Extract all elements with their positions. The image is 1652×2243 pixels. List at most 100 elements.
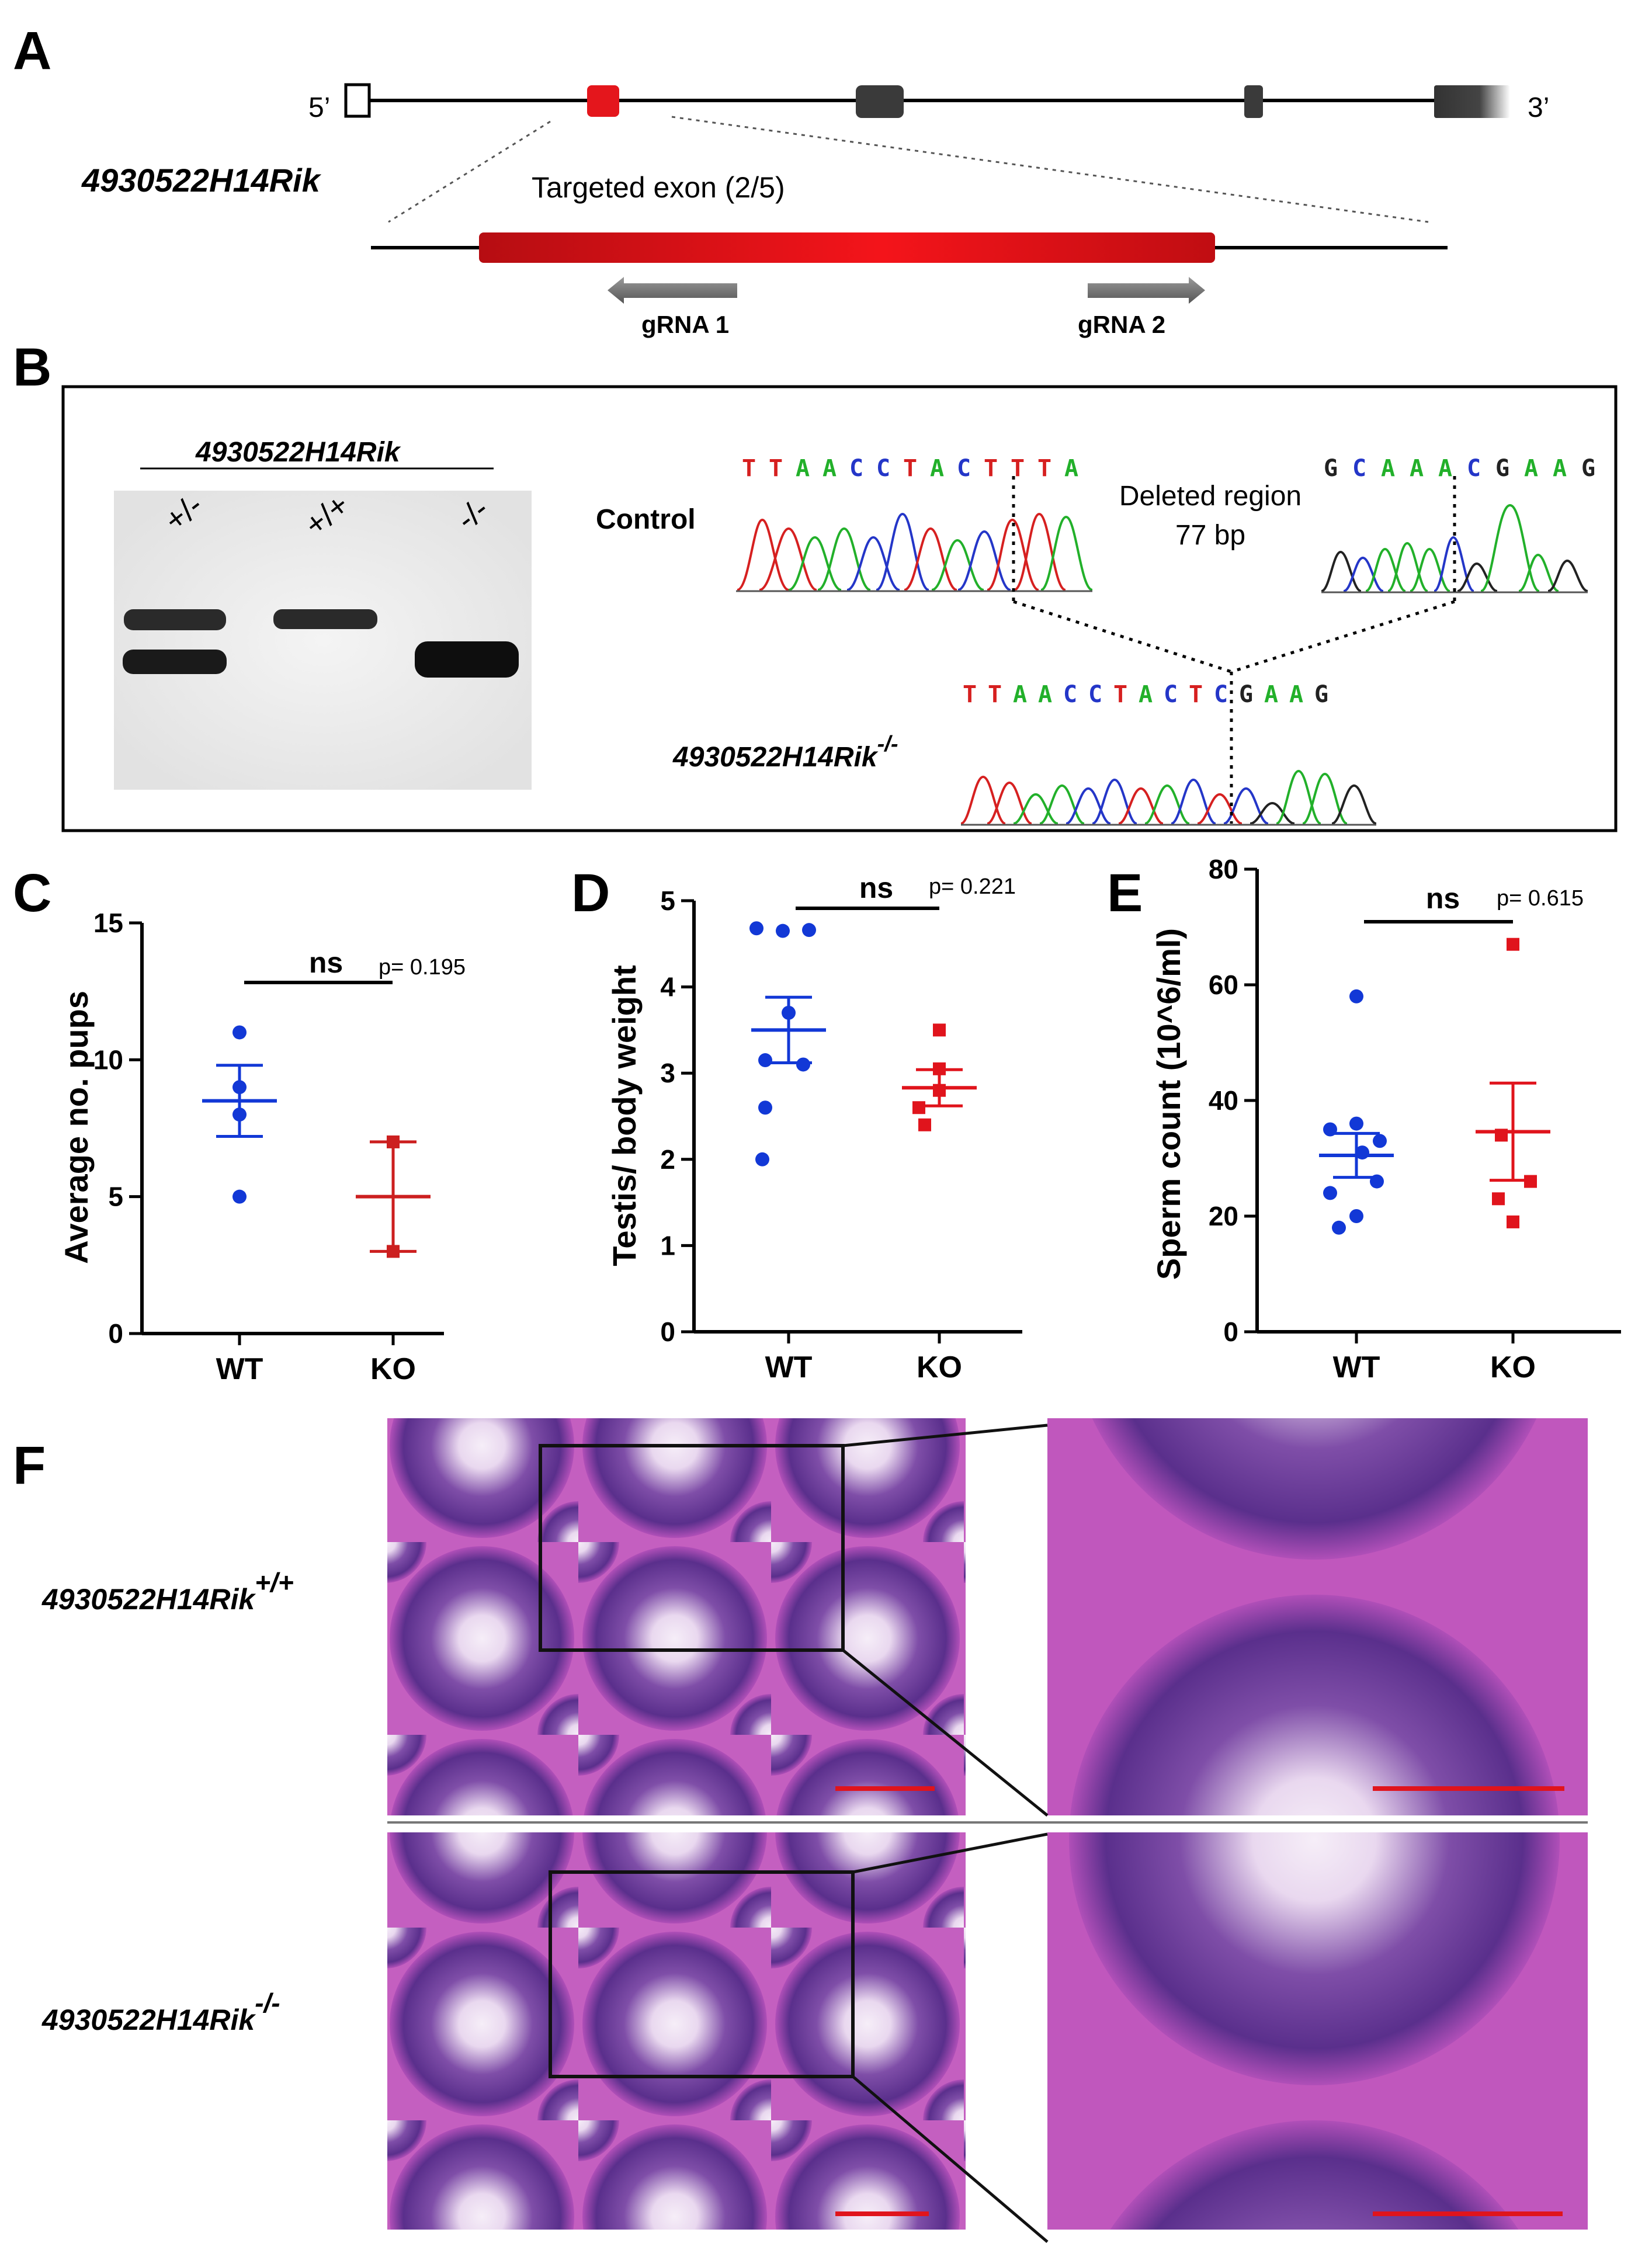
panel-f: F 4930522H14Rik+/+ 4930522H14Rik-/-: [13, 1418, 1588, 2243]
y-tick-label: 4: [660, 972, 675, 1002]
exon-3-box: [856, 85, 904, 118]
gel-band-het-upper: [124, 609, 226, 630]
zoom-line-left: [388, 120, 551, 223]
data-point-ko: [387, 1135, 400, 1148]
gel-image: [114, 491, 532, 790]
panel-label-e: E: [1107, 863, 1143, 923]
ko-genotype-label: 4930522H14Rik-/-: [41, 1988, 280, 2036]
chromatogram-control-right: [1321, 504, 1588, 593]
data-point-ko: [387, 1245, 400, 1258]
utr3-box: [1434, 85, 1510, 118]
data-point-wt: [758, 1053, 772, 1068]
histology-wt-zoom: [1047, 1418, 1588, 1815]
zoom-box-wt: [539, 1444, 845, 1652]
sequence-base: A: [1064, 455, 1078, 482]
data-point-ko: [933, 1062, 946, 1075]
panel-b-frame: [61, 385, 1618, 832]
significance-label: ns: [309, 946, 343, 979]
ko-label-sup: -/-: [877, 732, 898, 756]
junction-line-left: [1013, 600, 1232, 673]
data-point-wt: [1349, 989, 1363, 1004]
x-tick-label: WT: [216, 1352, 263, 1386]
sequence-base: A: [1289, 681, 1303, 708]
y-tick-label: 0: [1223, 1317, 1238, 1347]
sequence-base: T: [988, 681, 1002, 708]
data-point-ko: [918, 1118, 931, 1131]
deleted-bp-label: 77 bp: [1175, 520, 1245, 551]
panel-label-d: D: [571, 863, 610, 923]
y-tick-label: 0: [660, 1317, 675, 1347]
sequence-base: C: [1088, 681, 1102, 708]
y-tick-label: 3: [660, 1058, 675, 1088]
grna1-arrow: [608, 277, 737, 304]
data-point-wt: [749, 921, 763, 936]
x-tick-label: KO: [370, 1352, 416, 1386]
zoom-line-right: [671, 116, 1429, 223]
grna2-arrow: [1088, 277, 1205, 304]
y-axis-title: Sperm count (10^6/ml): [1150, 928, 1187, 1280]
data-point-wt: [755, 1152, 769, 1166]
wt-genotype-label: 4930522H14Rik+/+: [41, 1567, 294, 1616]
sequence-base: T: [903, 455, 917, 482]
y-tick-label: 0: [108, 1318, 123, 1349]
y-tick-label: 15: [93, 908, 123, 938]
data-point-wt: [776, 923, 790, 938]
sequence-base: T: [769, 455, 783, 482]
data-point-ko: [1495, 1129, 1508, 1142]
y-tick-label: 10: [93, 1044, 123, 1075]
data-point-wt: [232, 1189, 247, 1204]
sequence-base: C: [876, 455, 890, 482]
three-prime-label: 3’: [1528, 92, 1549, 123]
y-tick-label: 5: [108, 1182, 123, 1212]
y-tick-label: 5: [660, 886, 675, 916]
data-point-wt: [1323, 1186, 1337, 1200]
zoomed-exon-bar: [479, 232, 1215, 263]
histology-wt-overview: [387, 1418, 966, 1815]
data-point-wt: [1370, 1174, 1384, 1189]
gel-title: 4930522H14Rik: [195, 437, 401, 468]
data-point-wt: [782, 1005, 796, 1020]
data-point-wt: [232, 1107, 247, 1122]
y-axis-title: Testis/ body weight: [606, 965, 643, 1266]
data-point-wt: [796, 1057, 810, 1072]
data-point-wt: [802, 923, 816, 938]
y-tick-label: 1: [660, 1230, 675, 1261]
data-point-ko: [1524, 1175, 1537, 1188]
x-tick-label: WT: [1333, 1350, 1380, 1384]
x-tick-label: KO: [917, 1350, 962, 1384]
zoom-connector-ko-bottom: [852, 2075, 1049, 2243]
sequence-base: G: [1495, 455, 1509, 482]
data-point-wt: [758, 1100, 772, 1115]
chromatogram-control-left: [736, 512, 1093, 592]
y-tick-label: 40: [1209, 1085, 1238, 1116]
data-point-wt: [1373, 1134, 1387, 1148]
panel-label-a: A: [13, 21, 51, 81]
gel-band-het-lower: [123, 650, 227, 674]
zoom-connector-wt-bottom: [842, 1649, 1049, 1817]
targeted-exon-box: [587, 85, 619, 117]
data-point-wt: [1349, 1209, 1363, 1223]
data-point-ko: [1492, 1192, 1505, 1206]
panel-a: A 5’ 3’ 4930522H14Rik Targeted exon (2/5…: [13, 21, 1549, 338]
sequence-base: A: [1264, 681, 1278, 708]
sequence-base: T: [1037, 455, 1051, 482]
zoom-connector-ko-top: [852, 1832, 1048, 1874]
chart-e: 0 20 40 60 80 WT KO Sperm count (10^6/ml) ns p= 0…: [1150, 854, 1621, 1384]
sequence-base: A: [1038, 681, 1052, 708]
ko-genotype-text: 4930522H14Rik: [41, 2004, 256, 2036]
panel-label-b: B: [13, 338, 51, 397]
sequence-base: A: [1410, 455, 1424, 482]
sequence-base: A: [1524, 455, 1538, 482]
sequence-base: C: [1063, 681, 1077, 708]
panel-b: B 4930522H14Rik +/- +/+ -/- Control 4930…: [13, 338, 1618, 832]
data-point-ko: [1507, 1215, 1519, 1228]
data-point-wt: [1355, 1145, 1369, 1160]
p-value-label: p= 0.615: [1497, 886, 1584, 911]
histology-ko-overview: [387, 1832, 966, 2230]
sequence-base: C: [1214, 681, 1228, 708]
significance-label: ns: [859, 871, 893, 904]
five-prime-label: 5’: [308, 92, 330, 123]
